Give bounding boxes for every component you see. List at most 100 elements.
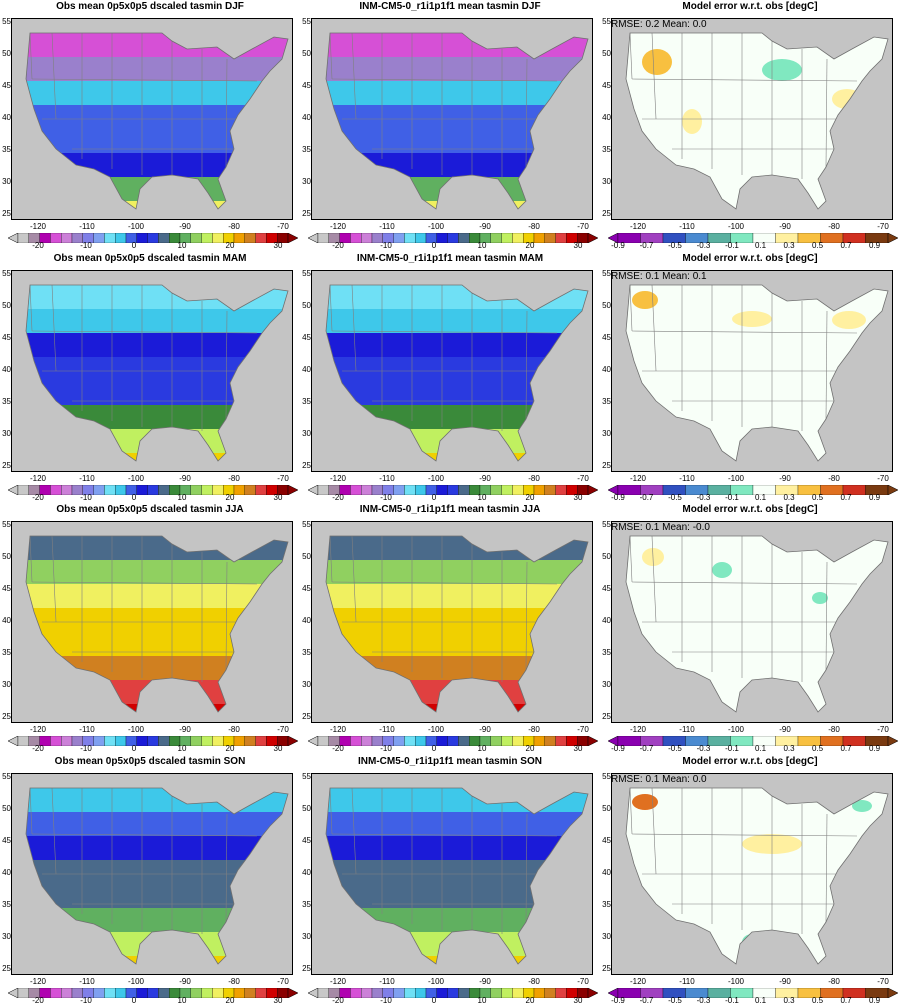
x-tick-label: -70 [877, 474, 889, 483]
x-tick-label: -110 [679, 474, 695, 483]
x-tick-label: -100 [127, 474, 144, 483]
panel-title: INM-CM5-0_r1i1p1f1 mean tasmin DJF [359, 1, 541, 12]
x-tick-label: -110 [679, 725, 695, 734]
y-tick-label: 55 [2, 772, 11, 781]
y-tick-label: 30 [602, 680, 611, 689]
colorbar-tick-label: -0.1 [725, 996, 739, 1005]
map-canvas [625, 535, 889, 713]
x-tick-label: -80 [528, 474, 540, 483]
map-canvas [25, 535, 289, 713]
y-tick-label: 50 [602, 301, 611, 310]
y-tick-label: 25 [602, 461, 611, 470]
x-tick-label: -70 [277, 474, 289, 483]
x-tick-label: -80 [528, 222, 540, 231]
colorbar-swatch [244, 233, 256, 243]
colorbar-tick-label: -20 [32, 493, 44, 502]
colorbar-tick-label: -0.7 [639, 744, 654, 753]
coastline [625, 535, 889, 713]
colorbar-swatch [447, 736, 459, 746]
colorbar-tick-label: 20 [225, 744, 235, 753]
y-tick-label: 55 [302, 772, 311, 781]
colorbar [308, 485, 598, 495]
field-shading [326, 33, 588, 209]
y-tick-label: 40 [2, 868, 11, 877]
y-tick-label: 45 [2, 836, 11, 845]
y-tick-label: 25 [602, 964, 611, 973]
x-tick-label: -80 [228, 222, 240, 231]
error-stats: RMSE: 0.2 Mean: 0.0 [611, 19, 707, 30]
x-tick-label: -110 [79, 977, 95, 986]
y-tick-label: 50 [2, 804, 11, 813]
colorbar-swatch [244, 485, 256, 495]
y-tick-label: 45 [2, 81, 11, 90]
x-tick-label: -100 [727, 977, 744, 986]
colorbar-swatch [201, 736, 213, 746]
y-tick-label: 25 [302, 461, 311, 470]
panel-title: INM-CM5-0_r1i1p1f1 mean tasmin SON [358, 756, 542, 767]
coastline [25, 284, 289, 462]
x-tick-label: -80 [828, 977, 840, 986]
map-frame [611, 270, 893, 472]
y-tick-label: 45 [302, 584, 311, 593]
panel-title: Model error w.r.t. obs [degC] [682, 756, 818, 767]
colorbar-tick-label: 0.5 [811, 996, 824, 1005]
colorbar-tick-label: 0 [431, 493, 437, 502]
y-tick-label: 30 [2, 177, 11, 186]
y-tick-label: 45 [2, 333, 11, 342]
x-tick-label: -100 [427, 977, 444, 986]
x-tick-label: -70 [277, 725, 289, 734]
x-tick-label: -100 [427, 222, 444, 231]
x-tick-label: -120 [329, 977, 346, 986]
y-tick-label: 50 [302, 49, 311, 58]
field-shading [26, 285, 288, 461]
colorbar-tick-label: -10 [80, 493, 92, 502]
x-tick-label: -90 [479, 725, 491, 734]
colorbar-tick-label: 0.3 [783, 744, 795, 753]
y-tick-label: 45 [602, 836, 611, 845]
field-shading [326, 788, 588, 964]
colorbar-tick-label: 30 [273, 241, 283, 250]
y-tick-label: 35 [602, 648, 611, 657]
x-tick-label: -90 [779, 222, 791, 231]
y-tick-label: 40 [302, 616, 311, 625]
colorbar-tick-label: 10 [477, 493, 487, 502]
map-frame [311, 521, 593, 723]
coastline [625, 787, 889, 965]
panel-title: INM-CM5-0_r1i1p1f1 mean tasmin JJA [359, 504, 541, 515]
y-tick-label: 40 [302, 113, 311, 122]
y-tick-label: 50 [2, 49, 11, 58]
colorbar-tick-label: 0.7 [840, 241, 852, 250]
colorbar-tick-label: -20 [332, 996, 344, 1005]
y-tick-label: 55 [2, 269, 11, 278]
field-shading [26, 788, 288, 964]
y-tick-label: 55 [302, 17, 311, 26]
colorbar-swatch [104, 736, 116, 746]
colorbar-swatch [147, 485, 159, 495]
y-tick-label: 40 [302, 365, 311, 374]
y-tick-label: 35 [2, 397, 11, 406]
colorbar-tick-label: 20 [225, 241, 235, 250]
colorbar-tick-label: 0 [131, 493, 137, 502]
colorbar-swatch [147, 988, 159, 998]
x-tick-label: -110 [79, 725, 95, 734]
colorbar-swatch [201, 233, 213, 243]
y-tick-label: 30 [302, 429, 311, 438]
x-tick-label: -80 [828, 222, 840, 231]
colorbar [308, 736, 598, 746]
coastline [325, 535, 589, 713]
colorbar-tick-label: 0 [431, 996, 437, 1005]
colorbar-tick-label: 30 [273, 744, 283, 753]
colorbar-tick-label: -20 [332, 744, 344, 753]
y-tick-label: 35 [302, 397, 311, 406]
y-tick-label: 30 [602, 429, 611, 438]
colorbar-swatch [544, 736, 556, 746]
colorbar-tick-label: -0.3 [696, 493, 711, 502]
y-tick-label: 55 [2, 17, 11, 26]
colorbar-tick-label: 0 [431, 241, 437, 250]
map-panel-obs-son: Obs mean 0p5x0p5 dscaled tasmin SON -120 -… [0, 755, 300, 1005]
y-tick-label: 40 [302, 868, 311, 877]
y-tick-label: 25 [2, 712, 11, 721]
x-tick-label: -80 [828, 725, 840, 734]
x-tick-label: -100 [427, 725, 444, 734]
y-tick-label: 25 [302, 964, 311, 973]
